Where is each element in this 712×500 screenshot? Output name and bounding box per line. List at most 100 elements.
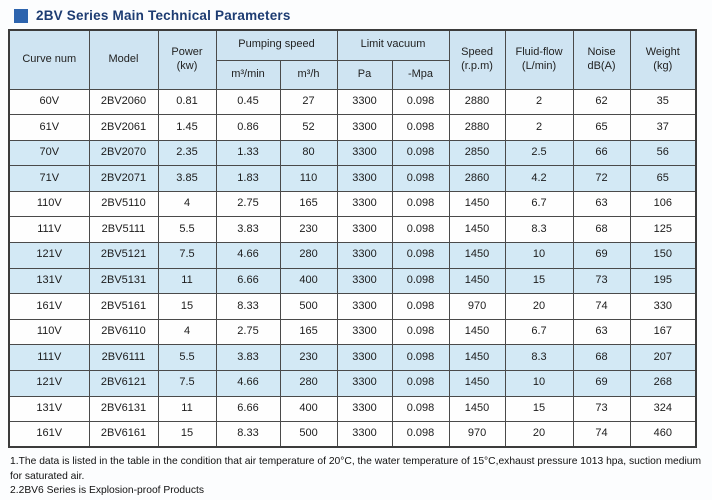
table-cell: 500 bbox=[279, 293, 338, 320]
table-row: 110V 2BV6110 4 2.75 165 3300 0.098 1450 6.7 63 167 bbox=[8, 318, 697, 346]
table-cell: 230 bbox=[279, 216, 338, 244]
table-cell: 61V bbox=[8, 114, 90, 141]
table-cell: 460 bbox=[629, 421, 697, 448]
table-cell: 121V bbox=[8, 370, 90, 397]
table-cell: 324 bbox=[629, 395, 697, 423]
table-cell: 11 bbox=[157, 395, 217, 423]
table-cell: 167 bbox=[629, 318, 697, 346]
table-cell: 1.33 bbox=[215, 139, 281, 167]
table-cell: 970 bbox=[448, 421, 506, 448]
table-cell: 62 bbox=[572, 88, 631, 116]
table-cell: 60V bbox=[8, 88, 90, 116]
table-cell: 8.3 bbox=[504, 216, 574, 244]
table-cell: 0.098 bbox=[391, 139, 450, 167]
table-cell: 63 bbox=[572, 190, 631, 218]
table-row: 121V 2BV6121 7.5 4.66 280 3300 0.098 1450 10 69 26… bbox=[8, 370, 697, 397]
table-cell: 3300 bbox=[336, 318, 393, 346]
table-cell: 4.66 bbox=[215, 370, 281, 397]
header-m3-min: m³/min bbox=[215, 59, 281, 90]
table-row: 111V 2BV6111 5.5 3.83 230 3300 0.098 1450 8.3 68 2… bbox=[8, 344, 697, 372]
table-cell: 2BV5110 bbox=[88, 190, 159, 218]
table-cell: 15 bbox=[157, 293, 217, 320]
header-weight-unit: (kg) bbox=[653, 59, 673, 72]
table-cell: 20 bbox=[504, 421, 574, 448]
table-cell: 65 bbox=[572, 114, 631, 141]
table-cell: 3.85 bbox=[157, 165, 217, 192]
table-cell: 15 bbox=[504, 267, 574, 295]
header-pumping-speed: Pumping speed bbox=[215, 29, 338, 61]
page-title-row: 2BV Series Main Technical Parameters bbox=[14, 8, 704, 23]
table-cell: 69 bbox=[572, 242, 631, 269]
table-cell: 4 bbox=[157, 318, 217, 346]
table-cell: 4.2 bbox=[504, 165, 574, 192]
table-cell: 970 bbox=[448, 293, 506, 320]
table-cell: 0.098 bbox=[391, 421, 450, 448]
table-cell: 106 bbox=[629, 190, 697, 218]
table-cell: 3300 bbox=[336, 370, 393, 397]
header-weight: Weight (kg) bbox=[629, 29, 697, 90]
table-cell: 10 bbox=[504, 242, 574, 269]
table-cell: 165 bbox=[279, 318, 338, 346]
table-cell: 3300 bbox=[336, 267, 393, 295]
table-cell: 0.098 bbox=[391, 88, 450, 116]
header-mpa: -Mpa bbox=[391, 59, 450, 90]
table-cell: 1450 bbox=[448, 370, 506, 397]
table-cell: 56 bbox=[629, 139, 697, 167]
table-row: 71V 2BV2071 3.85 1.83 110 3300 0.098 2860 4.2 72 6… bbox=[8, 165, 697, 192]
table-cell: 280 bbox=[279, 242, 338, 269]
table-cell: 3300 bbox=[336, 421, 393, 448]
table-cell: 2BV6111 bbox=[88, 344, 159, 372]
table-cell: 0.098 bbox=[391, 165, 450, 192]
table-cell: 165 bbox=[279, 190, 338, 218]
header-fluid-flow-unit: (L/min) bbox=[521, 59, 557, 72]
header-noise-label: Noise bbox=[587, 46, 616, 58]
header-row-1: Curve num Model Power (kw) Pumping speed… bbox=[8, 29, 697, 90]
table-cell: 268 bbox=[629, 370, 697, 397]
table-row: 110V 2BV5110 4 2.75 165 3300 0.098 1450 6.7 63 106 bbox=[8, 190, 697, 218]
table-cell: 1.83 bbox=[215, 165, 281, 192]
table-cell: 400 bbox=[279, 267, 338, 295]
header-fluid-flow-label: Fluid-flow bbox=[515, 46, 563, 58]
table-cell: 8.33 bbox=[215, 421, 281, 448]
table-cell: 280 bbox=[279, 370, 338, 397]
table-cell: 7.5 bbox=[157, 242, 217, 269]
table-cell: 2BV6121 bbox=[88, 370, 159, 397]
table-cell: 400 bbox=[279, 395, 338, 423]
footnote-1: 1.The data is listed in the table in the… bbox=[10, 456, 702, 482]
table-row: 131V 2BV5131 11 6.66 400 3300 0.098 1450 15 73 195 bbox=[8, 267, 697, 295]
header-limit-vacuum: Limit vacuum bbox=[336, 29, 450, 61]
table-cell: 1450 bbox=[448, 242, 506, 269]
table-cell: 37 bbox=[629, 114, 697, 141]
table-cell: 5.5 bbox=[157, 344, 217, 372]
table-row: 61V 2BV2061 1.45 0.86 52 3300 0.098 2880 2 65 37 bbox=[8, 114, 697, 141]
header-power-label: Power bbox=[171, 46, 203, 58]
table-cell: 2BV6110 bbox=[88, 318, 159, 346]
table-cell: 2BV2060 bbox=[88, 88, 159, 116]
table-cell: 2860 bbox=[448, 165, 506, 192]
table-cell: 3300 bbox=[336, 114, 393, 141]
table-cell: 3300 bbox=[336, 165, 393, 192]
table-cell: 2BV2070 bbox=[88, 139, 159, 167]
table-cell: 4.66 bbox=[215, 242, 281, 269]
table-cell: 69 bbox=[572, 370, 631, 397]
table-cell: 73 bbox=[572, 395, 631, 423]
table-cell: 0.098 bbox=[391, 318, 450, 346]
header-noise-unit: dB(A) bbox=[587, 59, 616, 72]
table-cell: 2880 bbox=[448, 114, 506, 141]
table-row: 161V 2BV6161 15 8.33 500 3300 0.098 970 20 74 460 bbox=[8, 421, 697, 448]
table-cell: 110V bbox=[8, 190, 90, 218]
table-cell: 207 bbox=[629, 344, 697, 372]
table-cell: 2.75 bbox=[215, 190, 281, 218]
table-cell: 0.098 bbox=[391, 216, 450, 244]
table-cell: 10 bbox=[504, 370, 574, 397]
table-cell: 80 bbox=[279, 139, 338, 167]
table-cell: 1450 bbox=[448, 344, 506, 372]
table-cell: 6.7 bbox=[504, 190, 574, 218]
table-cell: 230 bbox=[279, 344, 338, 372]
header-power-unit: (kw) bbox=[176, 59, 198, 72]
header-speed-unit: (r.p.m) bbox=[461, 59, 493, 72]
table-cell: 0.098 bbox=[391, 293, 450, 320]
table-row: 111V 2BV5111 5.5 3.83 230 3300 0.098 1450 8.3 68 1… bbox=[8, 216, 697, 244]
table-cell: 74 bbox=[572, 421, 631, 448]
table-cell: 5.5 bbox=[157, 216, 217, 244]
